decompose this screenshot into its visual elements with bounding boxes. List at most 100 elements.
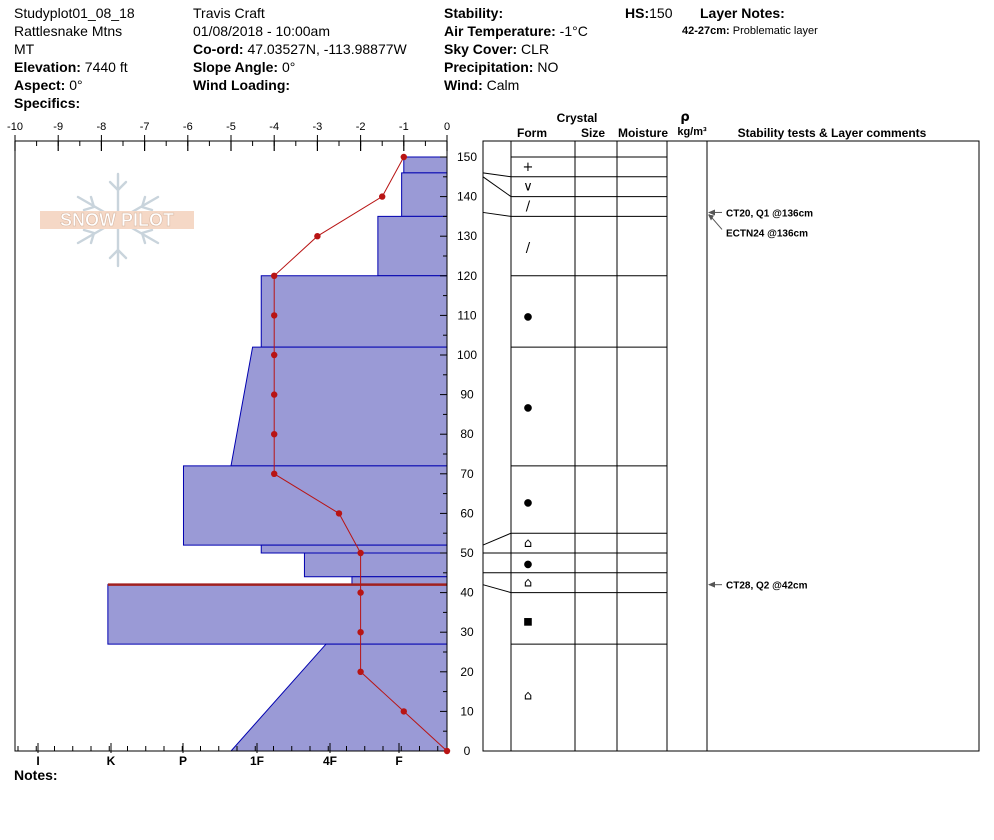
precip-label: Precipitation: <box>444 59 534 75</box>
grain-form-symbol-3: / <box>526 241 531 256</box>
temperature-point-13 <box>357 668 364 675</box>
temp-tick-label-1: -9 <box>53 121 63 133</box>
grain-form-symbol-1: ∨ <box>523 180 533 195</box>
aspect-value: 0° <box>69 77 83 93</box>
layer-connector-3 <box>482 532 512 546</box>
sky-value: CLR <box>521 41 550 57</box>
temperature-point-8 <box>271 470 278 477</box>
density-unit: kg/m³ <box>677 126 707 138</box>
temp-tick-label-6: -4 <box>269 121 279 133</box>
slope-angle: Slope Angle: 0° <box>193 58 295 76</box>
temp-tick-label-0: -10 <box>7 121 23 133</box>
grain-form-symbol-4: ● <box>524 311 533 322</box>
layer-note-range: 42-27cm: <box>682 25 730 37</box>
snowpilot-logo: SNOW PILOT <box>40 172 194 268</box>
height-tick-label-5: 50 <box>460 546 474 560</box>
grain-form-symbol-0: + <box>523 160 534 175</box>
stability-arrow-head-1 <box>708 214 714 221</box>
density-header: ρ <box>680 110 689 125</box>
height-tick-label-12: 120 <box>457 269 477 283</box>
logo-text: SNOW PILOT <box>60 210 174 230</box>
layer-connector-2 <box>482 211 512 217</box>
layer-note: 42-27cm: Problematic layer <box>682 22 818 40</box>
stability-arrow-head-2 <box>708 581 715 588</box>
hardness-tick-label-2: P <box>179 754 187 768</box>
temperature-point-11 <box>357 589 364 596</box>
wind-label: Wind: <box>444 77 483 93</box>
height-tick-label-14: 140 <box>457 190 477 204</box>
grain-form-symbol-2: / <box>526 200 531 215</box>
elevation: Elevation: 7440 ft <box>14 58 128 76</box>
temp-tick-label-4: -6 <box>183 121 193 133</box>
coordinates: Co-ord: 47.03527N, -113.98877W <box>193 40 407 58</box>
layer-notes-label: Layer Notes: <box>700 5 785 21</box>
slope-label: Slope Angle: <box>193 59 279 75</box>
form-header: Form <box>517 126 547 140</box>
crystal-header: Crystal <box>557 111 598 125</box>
height-tick-label-15: 150 <box>457 150 477 164</box>
hardness-layer-7 <box>303 552 448 578</box>
hardness-tick-label-4: 4F <box>323 754 337 768</box>
hardness-tick-label-3: 1F <box>250 754 264 768</box>
height-tick-label-0: 0 <box>464 744 471 758</box>
temperature-line <box>273 156 448 752</box>
grain-form-symbol-9: ⌂ <box>524 576 532 591</box>
air-temperature: Air Temperature: -1°C <box>444 22 588 40</box>
height-tick-label-10: 100 <box>457 348 477 362</box>
stability-test-label-1: ECTN24 @136cm <box>726 228 808 239</box>
hardness-tick-label-5: F <box>395 754 402 768</box>
snow-height: HS:150 <box>625 4 672 22</box>
grain-form-symbol-11: ⌂ <box>524 689 532 704</box>
layer-connector-0 <box>482 172 512 178</box>
chart-axes: -10 -9 -8 -7 -6 -5 -4 -3 -2 -1 0I K P 1F 4F F0102030405… <box>7 121 477 768</box>
stability-label: Stability: <box>444 5 504 21</box>
grain-form-symbol-10: ■ <box>523 616 532 627</box>
grain-form-symbol-7: ⌂ <box>524 536 532 551</box>
height-tick-label-3: 30 <box>460 625 474 639</box>
moisture-header: Moisture <box>618 126 668 140</box>
datetime: 01/08/2018 - 10:00am <box>193 23 330 39</box>
hardness-layer-3 <box>260 275 448 348</box>
coord-label: Co-ord: <box>193 41 244 57</box>
grain-form-symbol-6: ● <box>524 498 533 509</box>
hardness-layer-0 <box>403 156 448 174</box>
temperature-point-5 <box>271 351 278 359</box>
aspect-label: Aspect: <box>14 77 66 93</box>
location: Rattlesnake Mtns <box>14 23 123 39</box>
layer-table: Crystal Form Size Moisture ρkg/m³ Stability t… <box>482 110 980 752</box>
temp-tick-label-10: 0 <box>444 121 450 133</box>
precipitation: Precipitation: NO <box>444 58 558 76</box>
height-tick-label-1: 10 <box>460 704 474 718</box>
temperature-point-12 <box>357 629 364 636</box>
temperature-point-0 <box>400 153 407 161</box>
hardness-layer-1 <box>401 172 448 217</box>
temperature-point-10 <box>357 549 364 557</box>
elevation-value: 7440 ft <box>84 59 128 75</box>
layer-connector-1 <box>482 176 512 198</box>
stability-arrow-head-0 <box>708 209 715 216</box>
observer: Travis Craft <box>193 5 265 21</box>
hs-value: 150 <box>649 5 673 21</box>
temp-tick-label-7: -3 <box>313 121 323 133</box>
stability-test-label-0: CT20, Q1 @136cm <box>726 208 813 219</box>
temperature-point-14 <box>400 708 407 715</box>
hardness-layer-5 <box>182 465 448 546</box>
height-tick-label-8: 80 <box>460 427 474 441</box>
sky-cover: Sky Cover: CLR <box>444 40 549 58</box>
height-tick-label-2: 20 <box>460 665 474 679</box>
temp-tick-label-2: -8 <box>97 121 107 133</box>
temperature-point-6 <box>271 391 278 398</box>
height-tick-label-9: 90 <box>460 388 474 402</box>
wind-value: Calm <box>486 77 520 93</box>
air-temp-value: -1°C <box>559 23 588 39</box>
plot-id: Studyplot01_08_18 <box>14 5 135 21</box>
temperature-point-1 <box>379 193 386 200</box>
hardness-layer-2 <box>377 215 448 277</box>
height-tick-label-11: 110 <box>457 308 476 322</box>
wind-loading-label: Wind Loading: <box>193 77 291 93</box>
temperature-point-15 <box>443 747 451 755</box>
temp-tick-label-9: -1 <box>399 121 409 133</box>
grain-form-symbol-5: ● <box>524 402 533 413</box>
height-tick-label-13: 130 <box>457 229 477 243</box>
